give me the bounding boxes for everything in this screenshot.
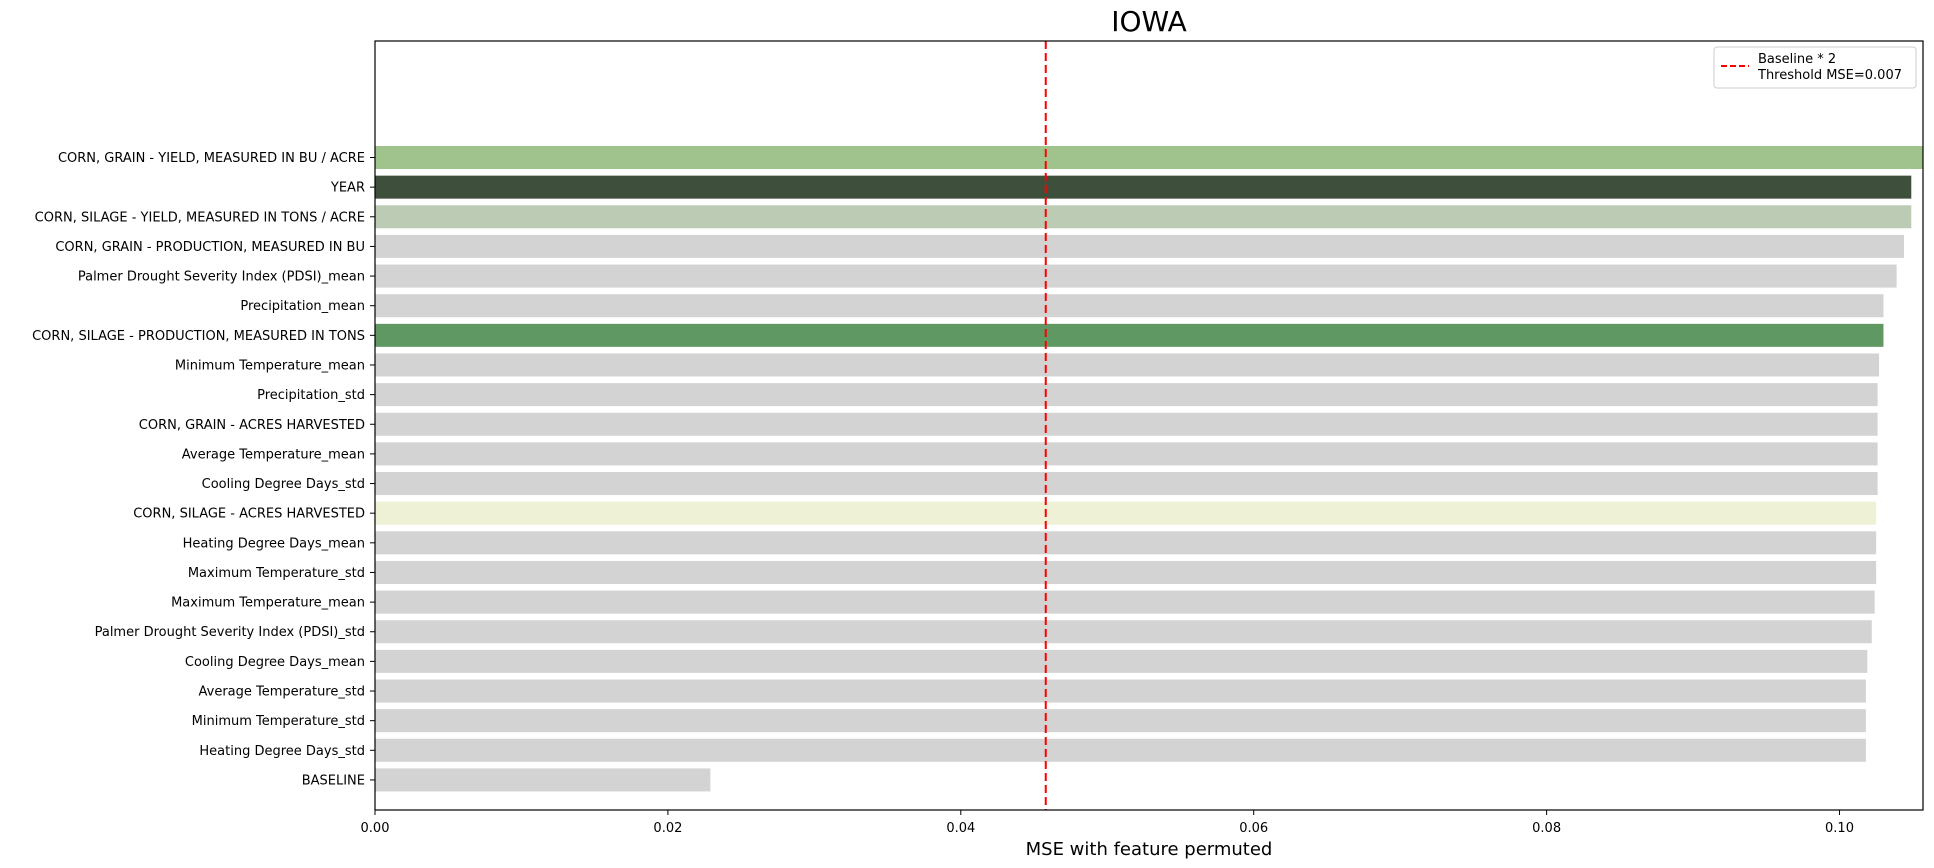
bar — [375, 323, 1884, 347]
x-tick-label: 0.02 — [653, 821, 682, 836]
y-tick-label: Heating Degree Days_mean — [183, 536, 365, 551]
legend-label-line1: Baseline * 2 — [1758, 52, 1836, 67]
y-tick-label: Maximum Temperature_std — [188, 566, 365, 581]
y-tick-label: Palmer Drought Severity Index (PDSI)_std — [95, 625, 365, 640]
y-tick-label: CORN, GRAIN - YIELD, MEASURED IN BU / AC… — [58, 151, 365, 166]
bar — [375, 175, 1912, 199]
bar — [375, 146, 1923, 169]
y-tick-label: Cooling Degree Days_mean — [185, 655, 365, 670]
bar — [375, 738, 1866, 762]
y-tick-labels: CORN, GRAIN - YIELD, MEASURED IN BU / AC… — [32, 151, 375, 788]
x-tick-label: 0.06 — [1239, 821, 1268, 836]
bar — [375, 294, 1884, 318]
y-tick-label: Minimum Temperature_mean — [175, 358, 365, 373]
chart-title: IOWA — [1111, 5, 1187, 38]
bar — [375, 264, 1897, 288]
y-tick-label: Palmer Drought Severity Index (PDSI)_mea… — [78, 270, 365, 285]
x-tick-label: 0.10 — [1825, 821, 1854, 836]
bar — [375, 620, 1872, 644]
y-tick-label: CORN, GRAIN - PRODUCTION, MEASURED IN BU — [55, 240, 365, 255]
y-tick-label: Precipitation_mean — [240, 299, 365, 314]
bar — [375, 531, 1877, 555]
bar — [375, 234, 1904, 258]
bar — [375, 649, 1868, 673]
y-tick-label: Precipitation_std — [257, 388, 365, 403]
bar — [375, 353, 1880, 377]
bar — [375, 679, 1866, 703]
bar — [375, 560, 1877, 584]
legend-label-line2: Threshold MSE=0.007 — [1757, 68, 1902, 83]
x-ticks: 0.00 0.02 0.04 0.06 0.08 0.10 — [361, 810, 1854, 836]
y-tick-label: Average Temperature_std — [199, 685, 366, 700]
legend-box — [1713, 46, 1917, 89]
bar — [375, 768, 711, 792]
y-tick-label: CORN, SILAGE - YIELD, MEASURED IN TONS /… — [35, 210, 365, 225]
y-tick-label: Cooling Degree Days_std — [202, 477, 365, 492]
y-tick-label: BASELINE — [302, 773, 365, 788]
y-tick-label: CORN, SILAGE - PRODUCTION, MEASURED IN T… — [32, 329, 365, 344]
y-tick-label: CORN, SILAGE - ACRES HARVESTED — [133, 507, 365, 522]
x-tick-label: 0.08 — [1532, 821, 1561, 836]
y-tick-label: Average Temperature_mean — [182, 447, 365, 462]
bar — [375, 412, 1878, 436]
plot-frame — [374, 40, 1924, 811]
bar — [375, 383, 1878, 407]
bar — [375, 205, 1912, 229]
bar — [375, 472, 1878, 496]
bar — [375, 590, 1875, 614]
bar — [375, 709, 1866, 733]
x-tick-label: 0.00 — [361, 821, 390, 836]
y-tick-label: Maximum Temperature_mean — [171, 596, 365, 611]
y-tick-label: YEAR — [330, 181, 365, 196]
bars-group — [375, 146, 1923, 792]
bar — [375, 501, 1877, 525]
x-axis-label: MSE with feature permuted — [1026, 839, 1273, 860]
y-tick-label: Minimum Temperature_std — [192, 714, 365, 729]
x-tick-label: 0.04 — [946, 821, 975, 836]
y-tick-label: Heating Degree Days_std — [199, 744, 365, 759]
bar — [375, 442, 1878, 466]
legend: Baseline * 2 Threshold MSE=0.007 — [1713, 46, 1917, 89]
y-tick-label: CORN, GRAIN - ACRES HARVESTED — [139, 418, 365, 433]
